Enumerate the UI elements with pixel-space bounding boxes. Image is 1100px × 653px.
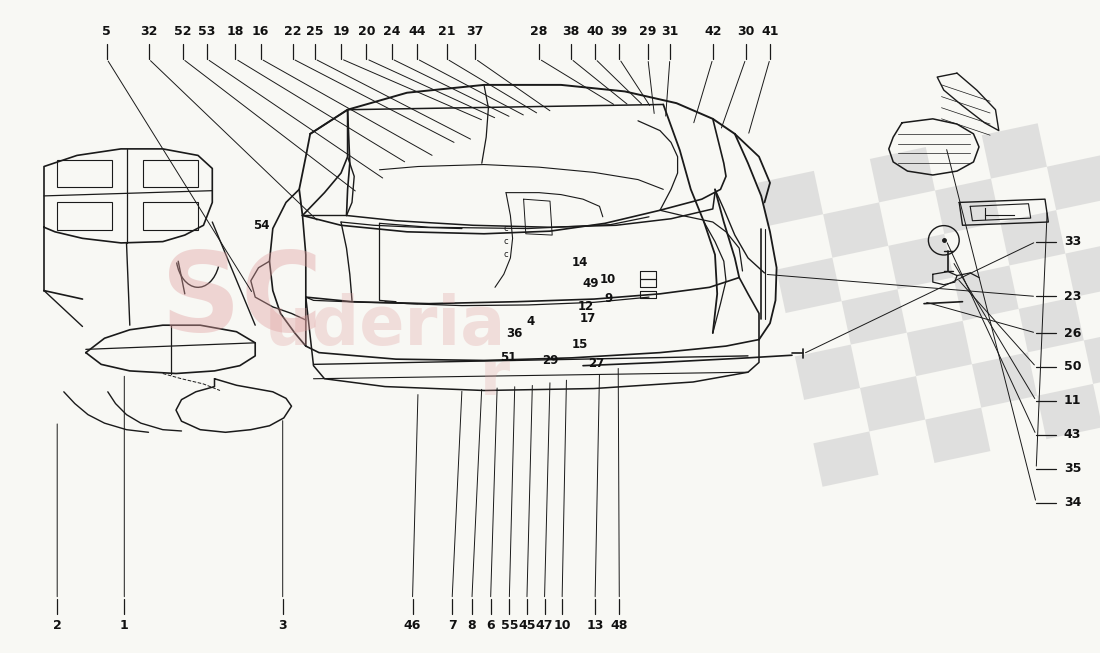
Bar: [1066, 242, 1100, 297]
Text: 50: 50: [1064, 360, 1081, 374]
Text: 49: 49: [583, 277, 600, 290]
Text: 26: 26: [1064, 326, 1081, 340]
Text: 20: 20: [358, 25, 375, 38]
Bar: [143, 160, 198, 187]
Text: 37: 37: [466, 25, 484, 38]
Text: 47: 47: [536, 619, 553, 632]
Text: 55: 55: [500, 619, 518, 632]
Text: SC: SC: [162, 247, 322, 354]
Bar: [889, 234, 954, 289]
Text: 25: 25: [306, 25, 323, 38]
Text: 53: 53: [198, 25, 216, 38]
Text: 29: 29: [542, 354, 558, 367]
Text: 7: 7: [448, 619, 456, 632]
Text: 32: 32: [140, 25, 157, 38]
Text: 44: 44: [408, 25, 426, 38]
Bar: [57, 160, 112, 187]
Text: 35: 35: [1064, 462, 1081, 475]
Text: 46: 46: [404, 619, 421, 632]
Text: 54: 54: [253, 219, 271, 232]
Bar: [1019, 297, 1084, 353]
Text: 15: 15: [572, 338, 587, 351]
Text: 52: 52: [174, 25, 191, 38]
Text: 6: 6: [486, 619, 495, 632]
Text: 10: 10: [601, 273, 616, 286]
Text: 34: 34: [1064, 496, 1081, 509]
Text: 3: 3: [278, 619, 287, 632]
Text: 22: 22: [284, 25, 301, 38]
Bar: [758, 171, 823, 226]
Text: 19: 19: [332, 25, 350, 38]
Text: 38: 38: [562, 25, 580, 38]
Text: 11: 11: [1064, 394, 1081, 407]
Text: 42: 42: [704, 25, 722, 38]
Text: 27: 27: [588, 357, 604, 370]
Bar: [935, 179, 1000, 234]
Text: r: r: [480, 349, 510, 408]
Text: 17: 17: [580, 312, 595, 325]
Bar: [981, 123, 1047, 179]
Text: 40: 40: [586, 25, 604, 38]
Text: 1: 1: [120, 619, 129, 632]
Bar: [823, 202, 889, 258]
Text: 28: 28: [530, 25, 548, 38]
Text: c: c: [504, 237, 508, 246]
Bar: [1037, 384, 1100, 439]
Bar: [972, 353, 1037, 407]
Text: 30: 30: [737, 25, 755, 38]
Bar: [1000, 210, 1066, 266]
Bar: [870, 147, 935, 202]
Bar: [906, 321, 972, 376]
Bar: [143, 202, 198, 230]
Bar: [860, 376, 925, 432]
Bar: [1047, 155, 1100, 210]
Text: uderia: uderia: [264, 293, 506, 360]
Bar: [925, 407, 990, 463]
Text: 36: 36: [507, 326, 522, 340]
Bar: [795, 345, 860, 400]
Text: 23: 23: [1064, 290, 1081, 303]
Text: 51: 51: [500, 351, 516, 364]
Bar: [954, 266, 1019, 321]
Text: 29: 29: [639, 25, 657, 38]
Text: 5: 5: [102, 25, 111, 38]
Text: 39: 39: [610, 25, 628, 38]
Text: 31: 31: [661, 25, 679, 38]
Bar: [813, 432, 879, 486]
Text: 13: 13: [586, 619, 604, 632]
Text: 45: 45: [518, 619, 536, 632]
Text: 9: 9: [604, 292, 613, 305]
Text: 43: 43: [1064, 428, 1081, 441]
Text: 10: 10: [553, 619, 571, 632]
Text: 2: 2: [53, 619, 62, 632]
Bar: [777, 258, 842, 313]
Text: 12: 12: [579, 300, 594, 313]
Text: c: c: [504, 250, 508, 259]
Text: 41: 41: [761, 25, 779, 38]
Bar: [842, 289, 906, 345]
Text: 48: 48: [610, 619, 628, 632]
Bar: [57, 202, 112, 230]
Text: c: c: [504, 224, 508, 233]
Text: 24: 24: [383, 25, 400, 38]
Text: 8: 8: [468, 619, 476, 632]
Text: 18: 18: [227, 25, 244, 38]
Bar: [1084, 328, 1100, 384]
Text: 33: 33: [1064, 235, 1081, 248]
Text: 4: 4: [526, 315, 535, 328]
Text: 16: 16: [252, 25, 270, 38]
Text: 21: 21: [438, 25, 455, 38]
Text: 14: 14: [572, 256, 587, 269]
